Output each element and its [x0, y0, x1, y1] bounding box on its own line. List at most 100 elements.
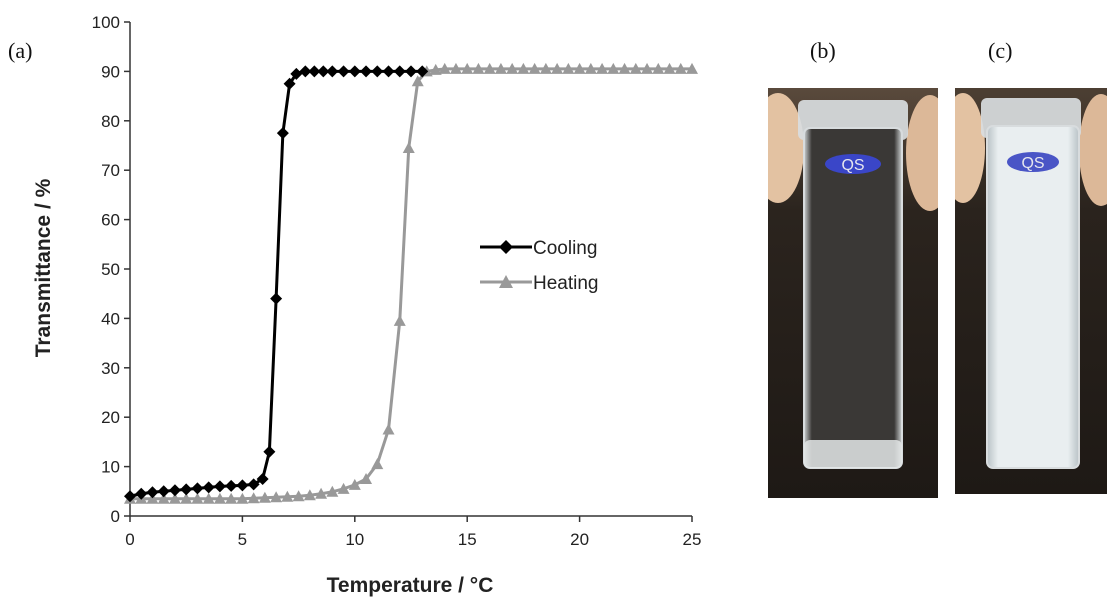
heating-point [438, 62, 451, 74]
heating-point [393, 314, 406, 326]
heating-point [562, 62, 575, 74]
cooling-point [317, 65, 330, 78]
series-line-cooling [129, 69, 423, 498]
finger-left [768, 93, 804, 203]
y-tick-label: 10 [101, 458, 120, 477]
heating-point [213, 492, 226, 504]
heating-point [292, 490, 305, 502]
cooling-point [299, 65, 312, 78]
x-tick-label: 15 [458, 530, 477, 549]
cooling-point [146, 486, 159, 499]
heating-point [573, 62, 586, 74]
qs-badge [1007, 152, 1059, 172]
heating-point [607, 62, 620, 74]
photo-cuvette-transparent: QS [768, 88, 938, 498]
series-line-heating [130, 67, 692, 501]
cooling-point [180, 483, 193, 496]
cooling-point [393, 65, 406, 78]
qs-label: QS [1021, 155, 1044, 172]
x-tick-label: 5 [238, 530, 247, 549]
y-axis-title: Transmittance / % [32, 178, 55, 357]
qs-label: QS [841, 157, 864, 174]
finger-left [955, 93, 985, 203]
heating-point [180, 492, 193, 504]
cooling-point [270, 292, 283, 305]
panel-label-c: (c) [988, 38, 1013, 63]
cooling-point [135, 487, 148, 500]
cooling-point [416, 65, 429, 78]
heating-point [270, 491, 283, 503]
x-tick-label: 20 [570, 530, 589, 549]
series-cooling [124, 65, 429, 503]
x-tick-label: 25 [683, 530, 702, 549]
y-tick-label: 100 [92, 13, 120, 32]
cooling-point [157, 485, 170, 498]
heating-point [337, 482, 350, 494]
legend-label-cooling: Cooling [533, 238, 597, 259]
heating-point [191, 492, 204, 504]
heating-point [483, 62, 496, 74]
y-tick-label: 0 [111, 507, 120, 526]
transmittance-chart: 0 10 20 30 40 50 60 70 80 90 100 0 5 10 15 20 25 Temper… [32, 13, 701, 597]
heating-point [281, 490, 294, 502]
x-axis-title: Temperature / °C [327, 574, 494, 597]
cooling-point [256, 472, 269, 485]
heating-point [652, 62, 665, 74]
cooling-point [371, 65, 384, 78]
cooling-point [382, 65, 395, 78]
y-tick-labels: 0 10 20 30 40 50 60 70 80 90 100 [92, 13, 130, 526]
heating-point [596, 62, 609, 74]
y-tick-label: 80 [101, 112, 120, 131]
heating-point [618, 62, 631, 74]
cuvette-body [803, 127, 903, 469]
cooling-point [348, 65, 361, 78]
heating-point [326, 485, 339, 497]
heating-point [449, 62, 462, 74]
heating-point [225, 492, 238, 504]
cooling-point [247, 478, 260, 491]
qs-badge [825, 154, 881, 174]
legend-marker-heating [499, 275, 513, 288]
heating-point [584, 62, 597, 74]
heating-point [236, 492, 249, 504]
heating-point [539, 62, 552, 74]
photo-cuvette-turbid: QS [955, 88, 1107, 494]
heating-point [494, 62, 507, 74]
panel-label-b: (b) [810, 38, 836, 63]
cooling-point [326, 65, 339, 78]
x-tick-labels: 0 5 10 15 20 25 [125, 516, 701, 549]
heating-point [157, 492, 170, 504]
cooling-point [276, 127, 289, 140]
cuvette-body [986, 125, 1080, 469]
cooling-point [124, 490, 136, 503]
cooling-point [236, 479, 249, 492]
finger-right [906, 95, 938, 211]
heating-point [382, 423, 395, 435]
y-tick-label: 60 [101, 211, 120, 230]
heating-point [402, 141, 415, 153]
heating-point [247, 492, 260, 504]
heating-point [506, 62, 519, 74]
heating-point [348, 478, 361, 490]
y-tick-label: 20 [101, 408, 120, 427]
cooling-point [308, 65, 321, 78]
cooling-point [191, 482, 204, 495]
y-tick-label: 30 [101, 359, 120, 378]
cooling-point [168, 484, 181, 497]
legend-marker-cooling [499, 240, 513, 254]
heating-point [472, 62, 485, 74]
heating-point [411, 75, 424, 87]
y-tick-label: 70 [101, 161, 120, 180]
x-tick-label: 0 [125, 530, 134, 549]
cooling-point [283, 77, 296, 90]
chart-axes [129, 22, 692, 517]
heating-point [258, 491, 271, 503]
heating-point [629, 62, 642, 74]
finger-right [1079, 94, 1107, 206]
heating-point [528, 62, 541, 74]
cooling-point [337, 65, 350, 78]
cooling-point [202, 481, 215, 494]
y-tick-label: 40 [101, 309, 120, 328]
heating-point [551, 62, 564, 74]
heating-point [517, 62, 530, 74]
